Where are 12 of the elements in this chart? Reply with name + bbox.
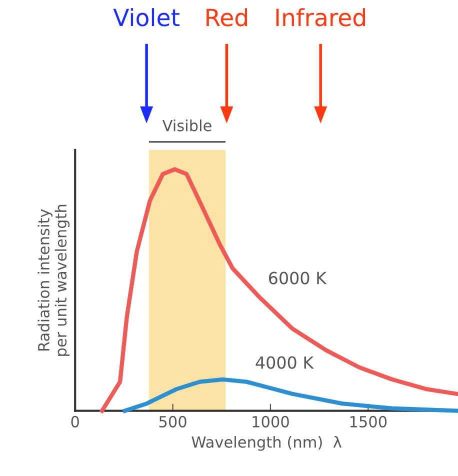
text: Violet bbox=[113, 8, 180, 26]
x-axis-title: Wavelength (nm) λ bbox=[192, 436, 342, 451]
x-tick-label: 0 bbox=[71, 416, 79, 428]
series-label: 6000 K bbox=[269, 272, 327, 284]
y-axis-title: Radiation intensity per unit wavelength bbox=[38, 204, 70, 356]
band-label: Visible bbox=[162, 120, 212, 132]
text: Infrared bbox=[276, 8, 366, 26]
text: Red bbox=[206, 8, 247, 26]
x-tick-label: 1000 bbox=[252, 416, 289, 428]
x-tick-label: 500 bbox=[159, 416, 186, 428]
series-label: 4000 K bbox=[256, 356, 314, 369]
x-tick-label: 1500 bbox=[350, 416, 387, 428]
